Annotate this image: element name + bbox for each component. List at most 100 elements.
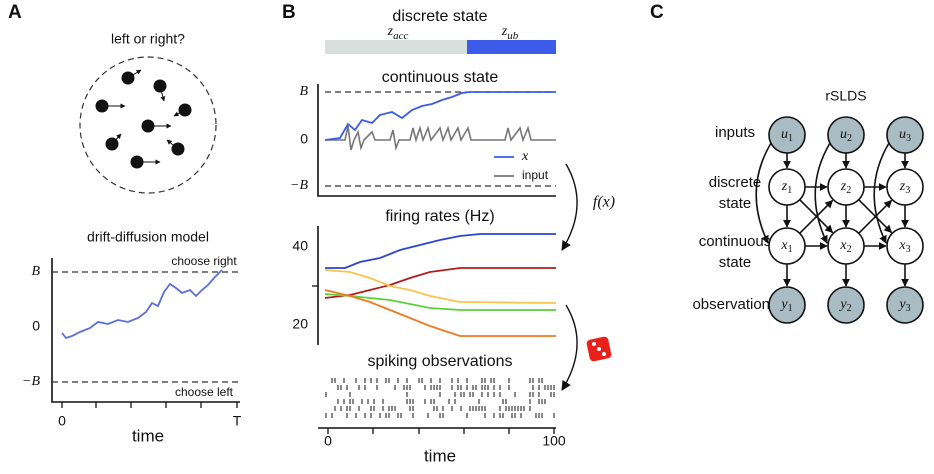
state-segment bbox=[467, 40, 556, 54]
arrow bbox=[561, 304, 578, 391]
y-tick-label: B bbox=[31, 264, 40, 279]
node bbox=[886, 116, 924, 154]
symbol: x bbox=[839, 238, 847, 253]
node-label: x3 bbox=[898, 238, 910, 255]
symbol: x bbox=[898, 238, 906, 253]
node bbox=[768, 168, 806, 206]
subscript: 3 bbox=[906, 244, 911, 255]
node bbox=[827, 286, 865, 324]
subscript: ub bbox=[507, 30, 519, 42]
row-label: continuous bbox=[699, 233, 772, 250]
node bbox=[886, 168, 924, 206]
dice bbox=[586, 336, 612, 362]
panel-letter: C bbox=[650, 2, 664, 23]
node bbox=[768, 116, 806, 154]
rates-title: firing rates (Hz) bbox=[385, 208, 494, 225]
node-label: u1 bbox=[781, 127, 793, 144]
symbol: u bbox=[840, 127, 847, 142]
subscript: 1 bbox=[788, 133, 793, 144]
subscript: 1 bbox=[788, 244, 793, 255]
symbol: x bbox=[780, 238, 788, 253]
symbol: y bbox=[838, 297, 847, 312]
continuous-title: continuous state bbox=[382, 69, 499, 86]
dots bbox=[95, 69, 192, 169]
node-label: z2 bbox=[840, 179, 851, 196]
input-trace bbox=[325, 125, 556, 152]
row-label: state bbox=[719, 195, 752, 212]
discrete-title: discrete state bbox=[392, 8, 487, 25]
node-label: u3 bbox=[899, 127, 911, 144]
symbol: u bbox=[781, 127, 788, 142]
row-label: inputs bbox=[715, 124, 755, 141]
node-label: x1 bbox=[780, 238, 792, 255]
x-tick-label: 0 bbox=[324, 433, 332, 449]
x-ticks bbox=[61, 402, 238, 408]
edge bbox=[799, 199, 834, 234]
edge bbox=[858, 199, 893, 234]
subscript: 2 bbox=[846, 185, 851, 196]
y-tick-label: −B bbox=[22, 374, 40, 389]
y-tick-label: 40 bbox=[292, 238, 308, 254]
node-label: y2 bbox=[838, 297, 851, 314]
state-trace bbox=[324, 91, 556, 141]
node-label: z3 bbox=[899, 179, 910, 196]
subscript: acc bbox=[393, 30, 408, 42]
node-label: y3 bbox=[897, 297, 910, 314]
symbol: y bbox=[897, 297, 906, 312]
y-tick-label: −B bbox=[290, 178, 308, 193]
node bbox=[768, 227, 806, 265]
x-tick-label: 100 bbox=[542, 433, 566, 449]
symbol: u bbox=[899, 127, 906, 142]
panel-letter: A bbox=[8, 2, 22, 23]
map-label: f(x) bbox=[593, 194, 615, 211]
legend-label: input bbox=[522, 168, 549, 182]
model-title: drift-diffusion model bbox=[87, 229, 209, 245]
subscript: 2 bbox=[847, 244, 852, 255]
bound-label: choose left bbox=[175, 385, 234, 399]
subscript: 3 bbox=[906, 303, 911, 314]
question: left or right? bbox=[111, 31, 185, 47]
symbol: z bbox=[840, 179, 847, 194]
model-title: rSLDS bbox=[825, 88, 866, 104]
y-tick-label: B bbox=[299, 84, 308, 99]
row-label: discrete bbox=[709, 174, 762, 191]
subscript: 2 bbox=[847, 133, 852, 144]
rate-traces bbox=[324, 233, 557, 337]
edge bbox=[755, 142, 772, 244]
node-label: z1 bbox=[781, 179, 792, 196]
symbol: y bbox=[779, 297, 788, 312]
subscript: 1 bbox=[788, 303, 793, 314]
x-ticks bbox=[327, 428, 555, 434]
legend-label: x bbox=[521, 149, 529, 164]
x-tick-label: T bbox=[233, 413, 242, 429]
symbol: z bbox=[899, 179, 906, 194]
node-label: y1 bbox=[779, 297, 792, 314]
node-label: x2 bbox=[839, 238, 851, 255]
node bbox=[827, 168, 865, 206]
spike-raster bbox=[325, 378, 555, 418]
node bbox=[886, 227, 924, 265]
subscript: 3 bbox=[906, 133, 911, 144]
dot-field bbox=[79, 56, 217, 194]
node bbox=[886, 286, 924, 324]
x-label: time bbox=[424, 446, 456, 465]
y-tick-label: 0 bbox=[300, 131, 308, 147]
spikes-title: spiking observations bbox=[368, 353, 513, 370]
y-tick-label: 20 bbox=[292, 316, 308, 332]
panel-letter: B bbox=[282, 2, 296, 23]
graphical-model: inputs discrete state continuous state observ… bbox=[692, 116, 924, 324]
symbol: z bbox=[501, 24, 508, 39]
symbol: z bbox=[781, 179, 788, 194]
row-label: state bbox=[719, 254, 752, 271]
state-label: zacc bbox=[387, 24, 409, 41]
row-label: observations bbox=[692, 296, 777, 313]
node-label: u2 bbox=[840, 127, 852, 144]
trajectory bbox=[61, 269, 223, 340]
node bbox=[827, 116, 865, 154]
edge bbox=[814, 142, 831, 244]
x-tick-label: 0 bbox=[58, 413, 66, 429]
state-label: zub bbox=[501, 24, 519, 41]
state-segment bbox=[325, 40, 467, 54]
subscript: 3 bbox=[905, 185, 910, 196]
